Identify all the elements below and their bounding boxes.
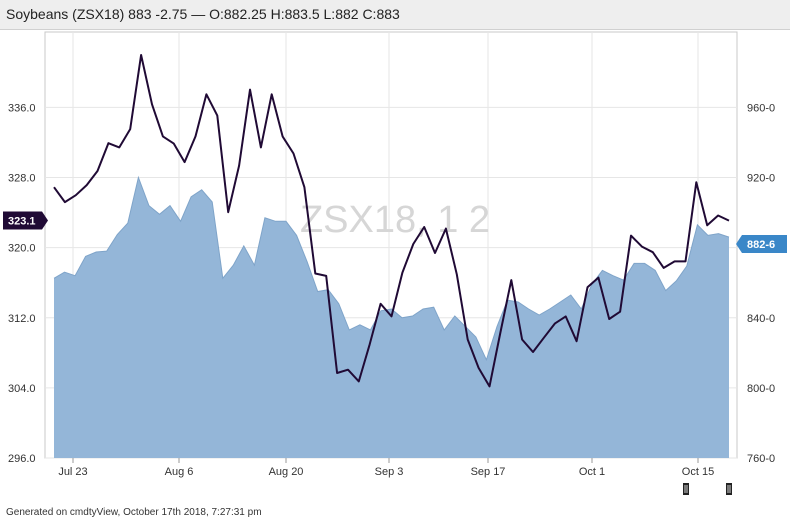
x-axis-tick-label: Oct 15 (682, 466, 714, 478)
x-axis-tick-label: Jul 23 (58, 466, 87, 478)
generated-footer: Generated on cmdtyView, October 17th 201… (6, 507, 262, 518)
left-axis-tick-label: 296.0 (8, 453, 36, 465)
right-last-value-badge (736, 234, 787, 253)
right-axis-tick-label: 920-0 (747, 173, 775, 185)
range-end-handle[interactable] (726, 483, 732, 495)
right-axis-tick-label: 960-0 (747, 102, 775, 114)
right-axis-tick-label: 800-0 (747, 383, 775, 395)
range-start-handle[interactable] (683, 483, 689, 495)
left-axis-tick-label: 304.0 (8, 383, 36, 395)
x-axis-tick-label: Oct 1 (579, 466, 605, 478)
line-series (53, 54, 730, 388)
handle-body (683, 483, 689, 495)
chart-title-bar: Soybeans (ZSX18) 883 -2.75 — O:882.25 H:… (0, 0, 790, 30)
left-axis-tick-label: 312.0 (8, 313, 36, 325)
x-axis-tick-label: Sep 3 (375, 466, 404, 478)
price-chart[interactable]: 336.0960-0328.0920-0320.0880-0312.0840-0… (0, 30, 790, 507)
right-axis-tick-label: 840-0 (747, 313, 775, 325)
area-series-fill (54, 177, 729, 458)
chart-title: Soybeans (ZSX18) 883 -2.75 — O:882.25 H:… (6, 6, 400, 22)
left-last-value-label: 323.1 (8, 215, 36, 227)
left-axis-tick-label: 328.0 (8, 173, 36, 185)
right-last-value-label: 882-6 (747, 239, 775, 251)
x-axis-tick-label: Sep 17 (471, 466, 506, 478)
area-series-outline (53, 175, 730, 362)
left-last-value-badge (3, 211, 48, 230)
left-axis-tick-label: 336.0 (8, 102, 36, 114)
left-axis-tick-label: 320.0 (8, 243, 36, 255)
handle-body (726, 483, 732, 495)
x-axis-tick-label: Aug 6 (165, 466, 194, 478)
x-axis-tick-label: Aug 20 (269, 466, 304, 478)
watermark-text: ZSX18, 1 2 (300, 199, 490, 241)
right-axis-tick-label: 760-0 (747, 453, 775, 465)
